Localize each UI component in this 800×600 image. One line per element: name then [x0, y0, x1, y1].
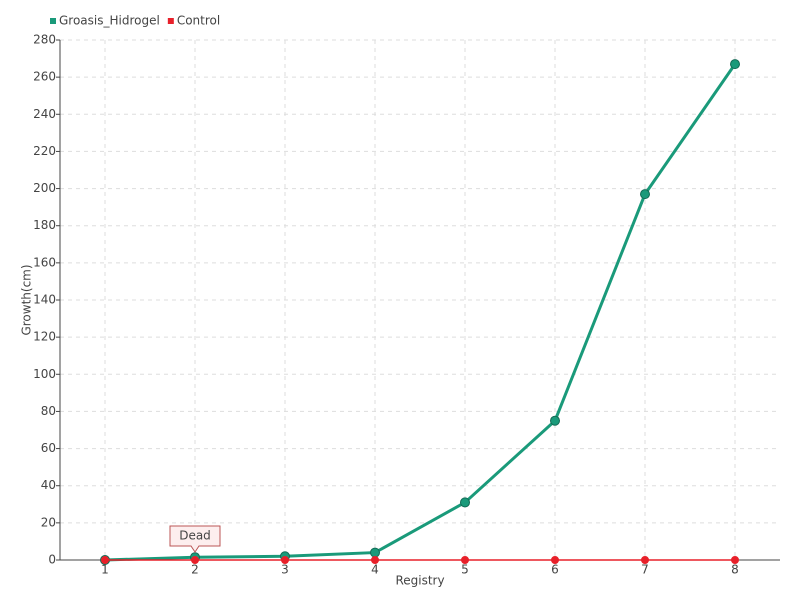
- annotation: Dead: [179, 529, 211, 543]
- data-point: [641, 556, 649, 564]
- y-tick-label: 20: [41, 515, 56, 529]
- data-point: [551, 556, 559, 564]
- data-point: [460, 497, 470, 508]
- y-tick-label: 0: [48, 553, 56, 567]
- series-line: [104, 63, 737, 562]
- y-tick-label: 280: [33, 33, 56, 47]
- data-point: [281, 556, 289, 564]
- x-tick-label: 1: [101, 563, 109, 577]
- y-tick-label: 100: [33, 367, 56, 381]
- data-point: [640, 189, 650, 200]
- y-tick-label: 120: [33, 330, 56, 344]
- y-tick-label: 220: [33, 144, 56, 158]
- y-tick-label: 200: [33, 181, 56, 195]
- y-tick-label: 260: [33, 70, 56, 84]
- y-tick-label: 80: [41, 404, 56, 418]
- data-point: [191, 556, 199, 564]
- x-tick-label: 6: [551, 563, 559, 577]
- data-point: [461, 556, 469, 564]
- y-tick-label: 180: [33, 218, 56, 232]
- legend-swatch: [50, 18, 56, 24]
- x-tick-label: 7: [641, 563, 649, 577]
- legend-label: Control: [177, 14, 220, 28]
- data-point: [371, 556, 379, 564]
- annotation-box: [169, 525, 221, 553]
- y-tick-label: 160: [33, 255, 56, 269]
- x-axis-label: Registry: [395, 574, 444, 588]
- x-tick-label: 3: [281, 563, 289, 577]
- legend-label: Groasis_Hidrogel: [59, 14, 160, 28]
- data-point: [370, 547, 380, 558]
- data-point: [731, 556, 739, 564]
- x-tick-label: 2: [191, 563, 199, 577]
- data-point: [101, 556, 109, 564]
- data-point: [730, 59, 740, 70]
- y-tick-label: 40: [41, 478, 56, 492]
- y-tick-label: 140: [33, 293, 56, 307]
- y-tick-label: 60: [41, 441, 56, 455]
- x-tick-label: 5: [461, 563, 469, 577]
- x-tick-label: 4: [371, 563, 379, 577]
- y-tick-label: 240: [33, 107, 56, 121]
- x-tick-label: 8: [731, 563, 739, 577]
- data-point: [550, 415, 560, 426]
- legend-swatch: [167, 18, 174, 24]
- y-axis-label: Growth(cm): [20, 264, 34, 335]
